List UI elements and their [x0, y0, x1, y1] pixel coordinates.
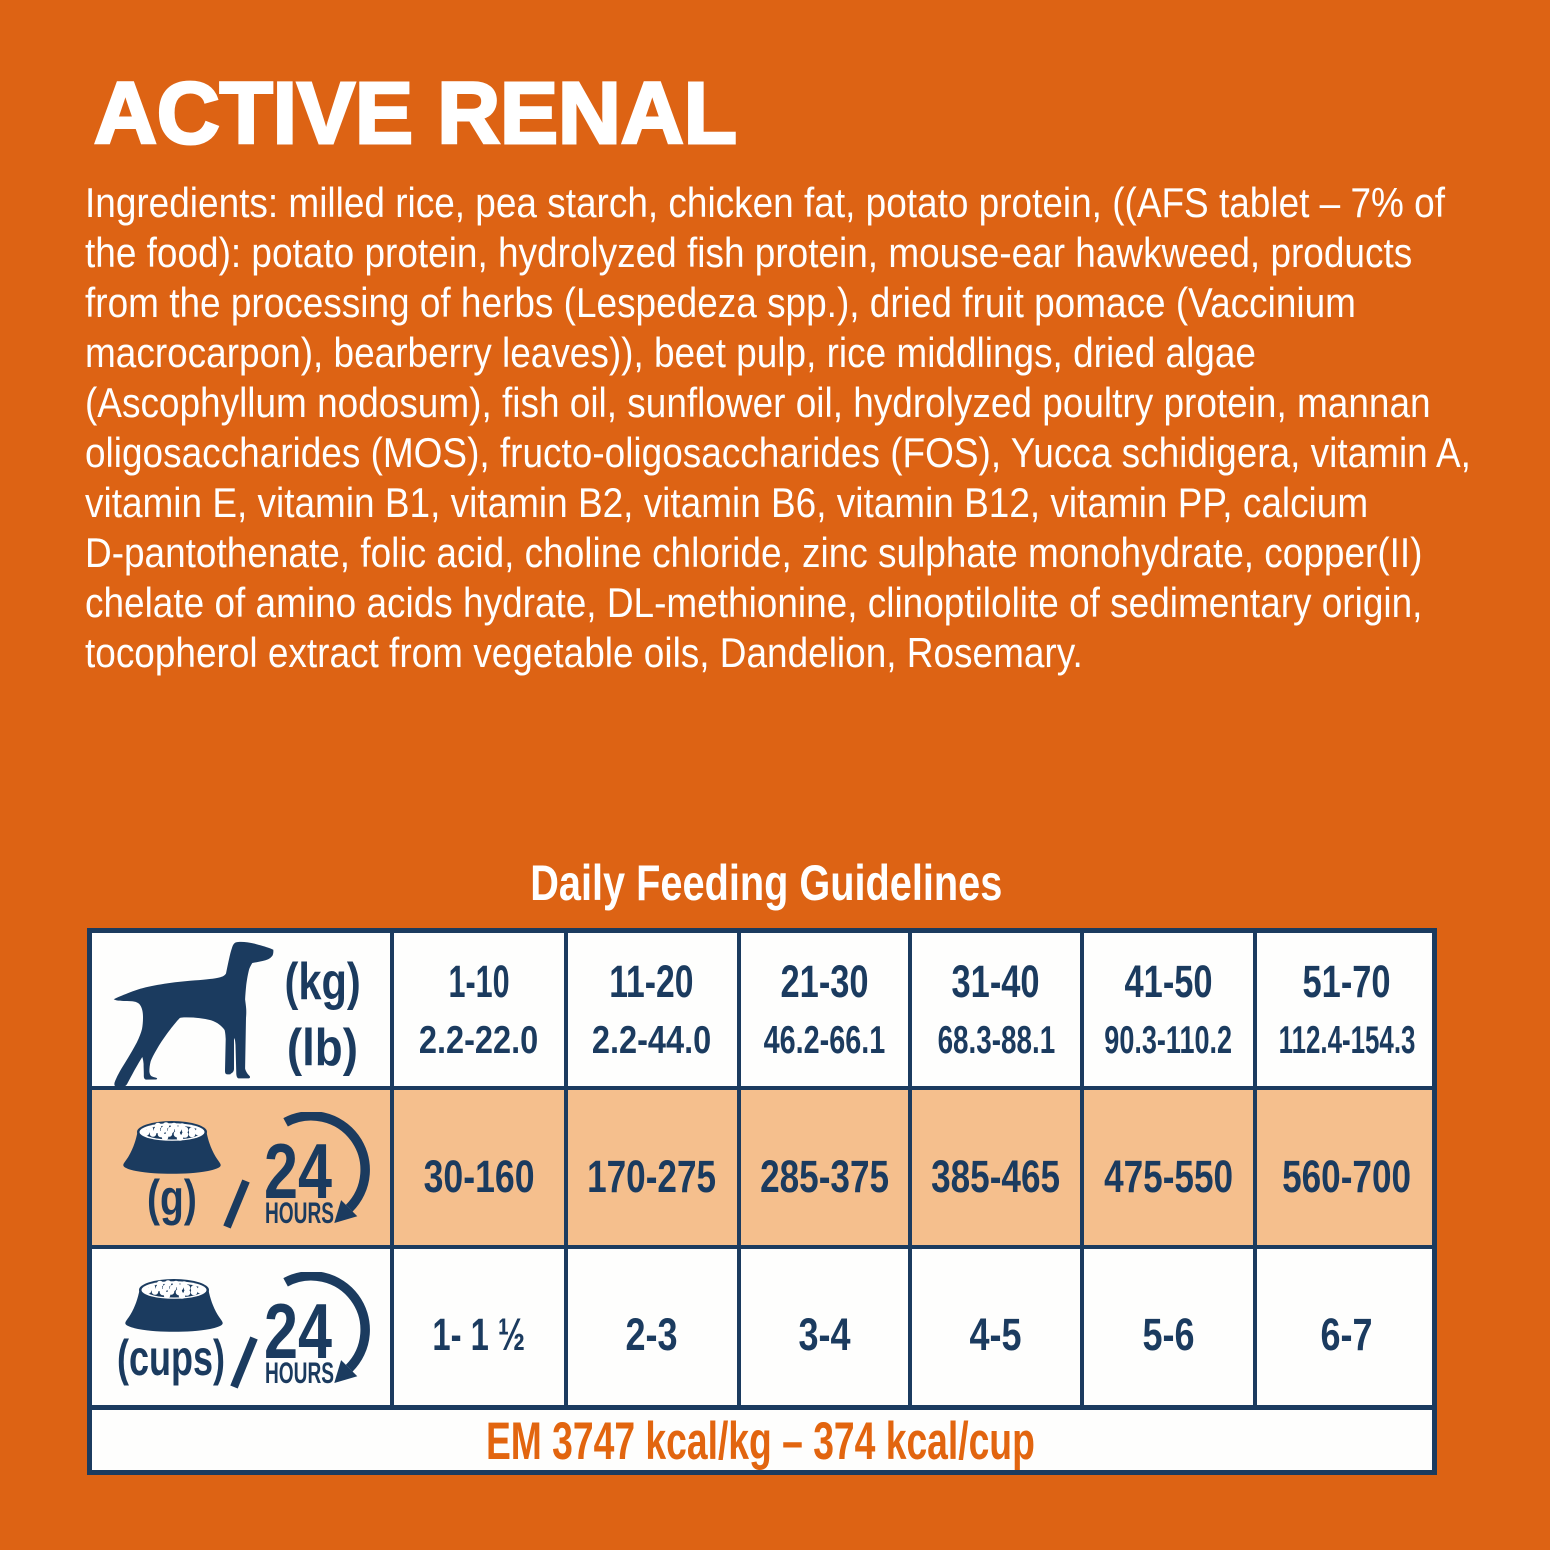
svg-text:HOURS: HOURS — [265, 1197, 334, 1230]
svg-text:HOURS: HOURS — [265, 1357, 334, 1390]
svg-text:24: 24 — [264, 1127, 332, 1215]
svg-text:24: 24 — [264, 1287, 332, 1375]
